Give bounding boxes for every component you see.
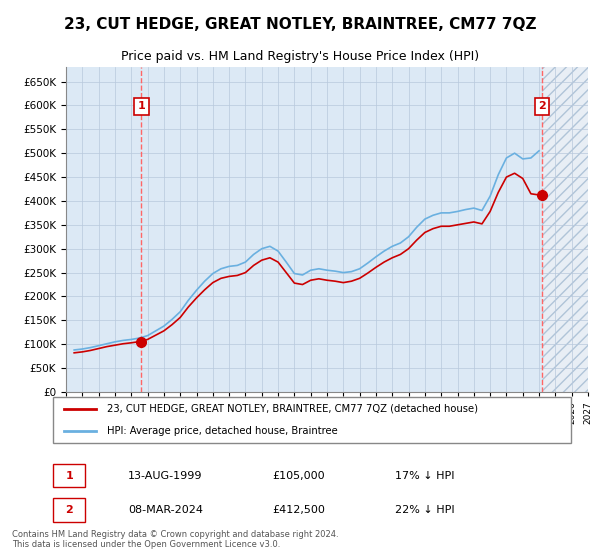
FancyBboxPatch shape [53, 464, 85, 487]
Text: 08-MAR-2024: 08-MAR-2024 [128, 505, 203, 515]
Text: 23, CUT HEDGE, GREAT NOTLEY, BRAINTREE, CM77 7QZ (detached house): 23, CUT HEDGE, GREAT NOTLEY, BRAINTREE, … [107, 404, 478, 414]
Text: £412,500: £412,500 [272, 505, 325, 515]
Text: 2: 2 [65, 505, 73, 515]
Text: 23, CUT HEDGE, GREAT NOTLEY, BRAINTREE, CM77 7QZ: 23, CUT HEDGE, GREAT NOTLEY, BRAINTREE, … [64, 17, 536, 32]
Text: 22% ↓ HPI: 22% ↓ HPI [395, 505, 455, 515]
Text: 17% ↓ HPI: 17% ↓ HPI [395, 470, 455, 480]
FancyBboxPatch shape [53, 398, 571, 442]
Text: Price paid vs. HM Land Registry's House Price Index (HPI): Price paid vs. HM Land Registry's House … [121, 50, 479, 63]
Text: HPI: Average price, detached house, Braintree: HPI: Average price, detached house, Brai… [107, 426, 337, 436]
Polygon shape [542, 67, 588, 392]
Text: Contains HM Land Registry data © Crown copyright and database right 2024.
This d: Contains HM Land Registry data © Crown c… [12, 530, 338, 549]
Text: 1: 1 [65, 470, 73, 480]
FancyBboxPatch shape [53, 498, 85, 522]
Text: 2: 2 [538, 101, 546, 111]
Text: £105,000: £105,000 [272, 470, 325, 480]
Text: 13-AUG-1999: 13-AUG-1999 [128, 470, 203, 480]
Text: 1: 1 [137, 101, 145, 111]
